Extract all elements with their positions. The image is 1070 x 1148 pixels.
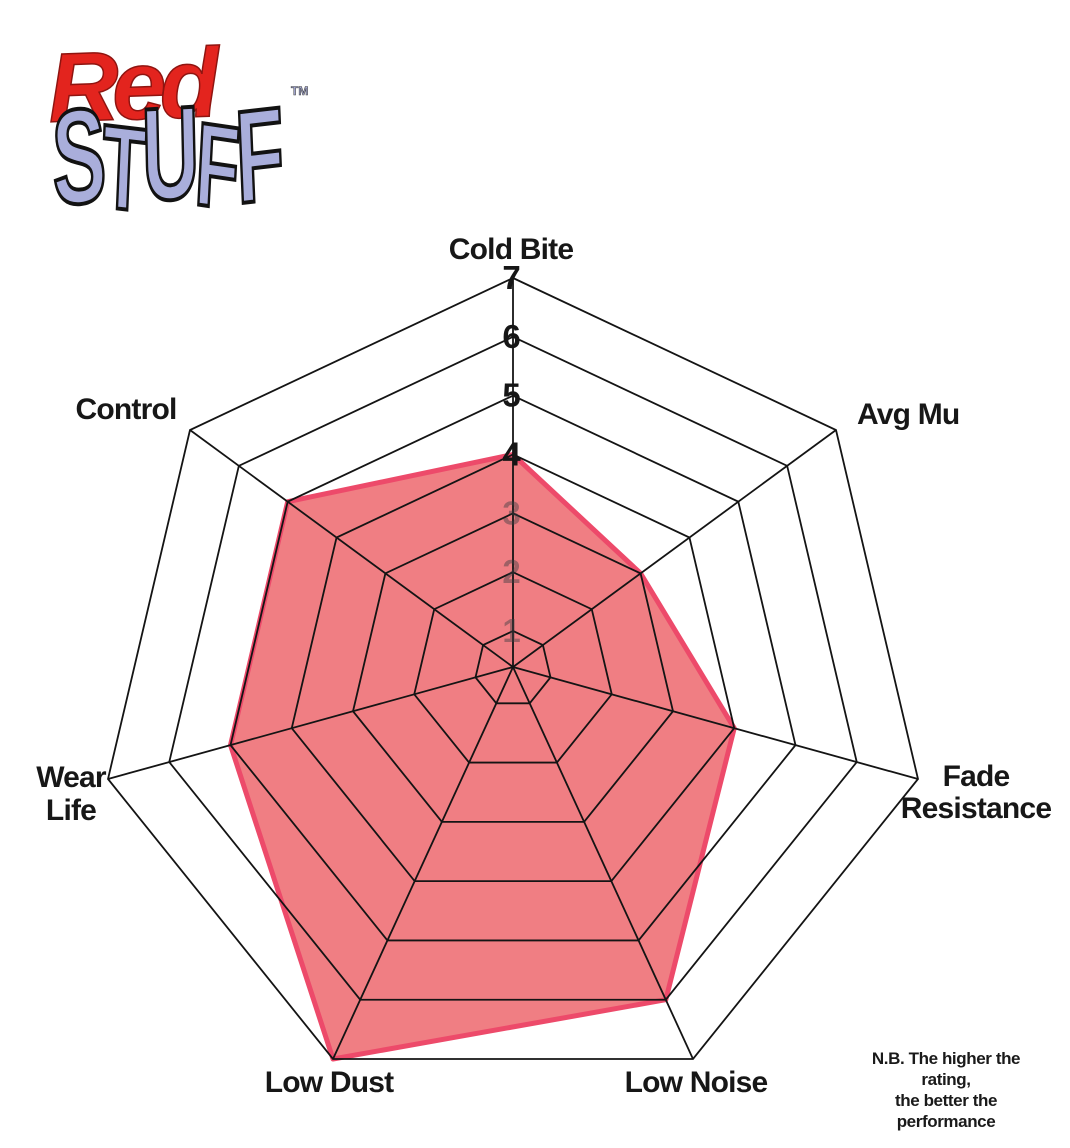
axis-label-low-dust: Low Dust	[265, 1066, 394, 1099]
grid-ring-6	[168, 335, 858, 1001]
axis-label-control: Control	[75, 393, 176, 426]
scale-tick-2: 2	[502, 553, 520, 590]
axis-spoke-control	[189, 429, 514, 668]
performance-note: N.B. The higher the rating, the better t…	[846, 1048, 1046, 1132]
note-line-1: N.B. The higher the rating,	[871, 1049, 1021, 1089]
axis-spoke-avg-mu	[512, 429, 837, 668]
logo-letter: U	[139, 77, 199, 230]
axis-label-line: Fade	[943, 760, 1010, 793]
scale-tick-1: 1	[502, 612, 520, 649]
axis-label-line: Life	[46, 794, 96, 827]
axis-spoke-wear-life	[107, 666, 514, 780]
logo-stuff-text: STUFF	[48, 77, 285, 239]
axis-spoke-low-noise	[512, 666, 694, 1060]
logo-letter: F	[231, 78, 285, 233]
axis-label-line: Low Dust	[265, 1066, 394, 1099]
axis-label-avg-mu: Avg Mu	[857, 398, 959, 431]
logo-letter: S	[48, 77, 106, 235]
scale-tick-7: 7	[502, 259, 519, 296]
note-line-2: the better the performance	[894, 1091, 998, 1131]
axis-label-wear-life: Wear Life	[36, 761, 107, 827]
scale-tick-4: 4	[502, 435, 521, 472]
trademark-symbol: TM	[291, 84, 309, 99]
axis-label-line: Cold Bite	[449, 233, 574, 266]
grid-ring-7	[107, 277, 919, 1060]
brand-logo: Red STUFF TM	[0, 0, 340, 260]
axis-label-line: Avg Mu	[857, 398, 959, 431]
axis-label-fade-resistance: Fade Resistance	[901, 760, 1052, 825]
scale-tick-6: 6	[502, 318, 520, 355]
axis-label-line: Resistance	[901, 792, 1052, 825]
axis-label-line: Control	[75, 393, 176, 426]
grid-ring-5	[229, 394, 797, 942]
axis-spoke-low-dust	[332, 666, 514, 1060]
logo-letter: F	[190, 96, 240, 237]
axis-label-cold-bite: Cold Bite	[449, 233, 574, 266]
axis-spoke-fade-resistance	[512, 666, 919, 780]
axis-label-line: Low Noise	[625, 1066, 768, 1099]
logo-letter: T	[98, 98, 147, 238]
grid-ring-3	[352, 512, 674, 823]
series-fill-polygon	[230, 454, 735, 1060]
grid-ring-2	[413, 571, 613, 764]
scale-tick-3: 3	[502, 494, 520, 531]
grid-ring-4	[290, 453, 736, 883]
axis-label-line: Wear	[36, 761, 107, 794]
axis-label-low-noise: Low Noise	[625, 1066, 768, 1099]
grid-ring-1	[474, 629, 552, 705]
scale-tick-5: 5	[502, 377, 520, 414]
